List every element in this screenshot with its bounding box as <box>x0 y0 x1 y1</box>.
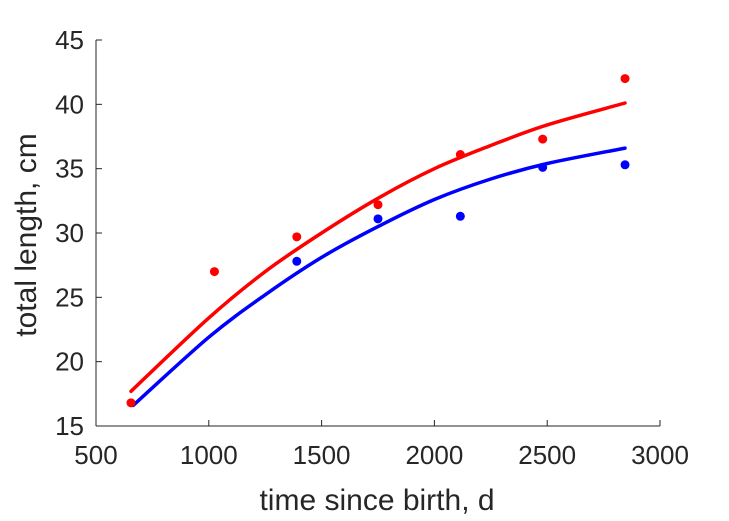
x-tick-label: 2500 <box>518 440 576 470</box>
y-tick-label: 45 <box>55 25 84 55</box>
x-tick-label: 500 <box>74 440 117 470</box>
x-axis-title: time since birth, d <box>259 484 494 517</box>
y-tick-label: 40 <box>55 89 84 119</box>
y-tick-label: 25 <box>55 282 84 312</box>
y-tick-label: 35 <box>55 154 84 184</box>
y-tick-label: 20 <box>55 347 84 377</box>
data-point-series-1 <box>292 232 302 242</box>
data-point-series-2 <box>373 214 383 224</box>
data-point-series-1 <box>620 74 630 84</box>
tick-labels: 500 1000 1500 2000 2500 3000 15 20 25 30 35 40 45 <box>55 25 689 470</box>
fit-line-series-1 <box>129 101 627 394</box>
axes <box>95 39 661 427</box>
data-point-series-1 <box>373 200 383 210</box>
x-tick-label: 1000 <box>180 440 238 470</box>
x-tick-label: 2000 <box>405 440 463 470</box>
y-tick-label: 15 <box>55 411 84 441</box>
y-axis-title: total length, cm <box>10 133 43 336</box>
data-point-series-2 <box>538 162 548 172</box>
data-point-series-1 <box>209 267 219 277</box>
fit-line-series-2 <box>131 146 627 408</box>
fit-lines <box>129 101 627 408</box>
data-point-series-2 <box>620 160 630 170</box>
data-point-series-1 <box>455 150 465 160</box>
data-point-series-2 <box>292 256 302 266</box>
data-point-series-1 <box>126 398 136 408</box>
x-tick-label: 3000 <box>631 440 689 470</box>
x-tick-label: 1500 <box>293 440 351 470</box>
y-tick-label: 30 <box>55 218 84 248</box>
data-point-series-1 <box>538 134 548 144</box>
data-point-series-2 <box>455 211 465 221</box>
data-points <box>126 74 630 408</box>
